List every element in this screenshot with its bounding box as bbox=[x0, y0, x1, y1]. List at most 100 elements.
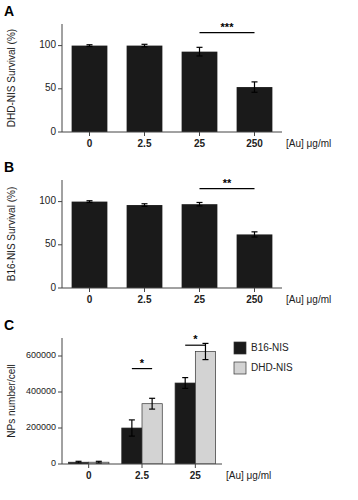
y-tick-label: 400000 bbox=[26, 386, 56, 396]
y-tick bbox=[58, 45, 62, 46]
x-tick-label: 25 bbox=[194, 138, 206, 149]
bar bbox=[175, 383, 195, 464]
x-tick bbox=[144, 288, 145, 292]
panel: 05010002.525250[Au] μg/mlB16-NIS Surviva… bbox=[4, 159, 331, 305]
error-cap bbox=[202, 343, 208, 344]
y-axis-line bbox=[62, 338, 63, 464]
error-cap bbox=[252, 236, 258, 237]
y-tick bbox=[58, 244, 62, 245]
error-bar bbox=[129, 420, 135, 436]
x-tick bbox=[89, 132, 90, 136]
error-cap bbox=[252, 92, 258, 93]
error-bar bbox=[197, 47, 203, 56]
bar bbox=[72, 46, 108, 132]
error-cap bbox=[142, 206, 148, 207]
error-cap bbox=[129, 436, 135, 437]
error-bar bbox=[182, 378, 188, 389]
y-axis-line bbox=[62, 180, 63, 288]
x-tick-label: 25 bbox=[190, 470, 202, 481]
x-tick bbox=[195, 464, 196, 468]
figure: 05010002.525250[Au] μg/mlDHD-NIS Surviva… bbox=[0, 0, 358, 500]
error-line bbox=[199, 47, 200, 56]
y-tick-label: 100 bbox=[39, 39, 56, 50]
x-tick-label: 2.5 bbox=[138, 138, 152, 149]
error-cap bbox=[87, 202, 93, 203]
error-cap bbox=[87, 200, 93, 201]
error-bar bbox=[87, 201, 93, 203]
x-tick bbox=[144, 132, 145, 136]
error-cap bbox=[197, 55, 203, 56]
x-tick bbox=[254, 288, 255, 292]
x-axis-label: [Au] μg/ml bbox=[286, 138, 331, 149]
error-bar bbox=[142, 204, 148, 207]
bar bbox=[195, 352, 215, 465]
y-tick-label: 50 bbox=[45, 82, 57, 93]
error-cap bbox=[197, 205, 203, 206]
panel-title: A bbox=[4, 3, 14, 19]
bars bbox=[72, 44, 273, 132]
x-axis-label: [Au] μg/ml bbox=[286, 294, 331, 305]
x-tick bbox=[88, 464, 89, 468]
error-cap bbox=[129, 419, 135, 420]
legend-swatch bbox=[234, 342, 246, 354]
error-bar bbox=[87, 45, 93, 47]
error-cap bbox=[182, 377, 188, 378]
y-tick-label: 0 bbox=[51, 458, 56, 468]
x-axis-line bbox=[62, 132, 282, 133]
y-tick-label: 0 bbox=[50, 126, 56, 137]
x-tick-label: 250 bbox=[246, 138, 263, 149]
error-line bbox=[152, 398, 153, 409]
bar bbox=[142, 404, 162, 464]
bar bbox=[237, 87, 273, 132]
x-tick-label: 2.5 bbox=[138, 294, 152, 305]
error-bar bbox=[142, 44, 148, 47]
error-bar bbox=[252, 232, 258, 237]
x-axis-label: [Au] μg/ml bbox=[226, 470, 271, 481]
error-cap bbox=[142, 44, 148, 45]
y-tick bbox=[58, 392, 62, 393]
error-cap bbox=[149, 398, 155, 399]
error-cap bbox=[149, 409, 155, 410]
error-cap bbox=[202, 359, 208, 360]
legend-label: DHD-NIS bbox=[251, 362, 293, 373]
error-line bbox=[205, 343, 206, 359]
bar bbox=[127, 205, 163, 288]
y-tick bbox=[58, 288, 62, 289]
error-cap bbox=[76, 461, 82, 462]
error-bar bbox=[96, 461, 102, 463]
error-cap bbox=[87, 46, 93, 47]
y-axis-label: B16-NIS Survival (%) bbox=[6, 187, 17, 281]
error-cap bbox=[197, 202, 203, 203]
bars bbox=[68, 343, 215, 464]
error-bar bbox=[197, 202, 203, 205]
error-cap bbox=[142, 46, 148, 47]
y-tick bbox=[58, 356, 62, 357]
panel: 020000040000060000002.525[Au] μg/mlNPs n… bbox=[4, 317, 293, 481]
error-bar bbox=[252, 82, 258, 92]
y-tick bbox=[58, 464, 62, 465]
x-axis-line bbox=[62, 288, 282, 289]
legend-label: B16-NIS bbox=[251, 342, 289, 353]
y-tick bbox=[58, 428, 62, 429]
error-cap bbox=[252, 81, 258, 82]
x-tick bbox=[89, 288, 90, 292]
y-tick bbox=[58, 201, 62, 202]
bar bbox=[182, 52, 218, 132]
x-tick-label: 2.5 bbox=[135, 470, 149, 481]
y-tick bbox=[58, 88, 62, 89]
x-tick bbox=[142, 464, 143, 468]
error-line bbox=[254, 232, 255, 237]
significance-label: *** bbox=[221, 21, 235, 33]
x-tick bbox=[199, 288, 200, 292]
significance-label: * bbox=[140, 357, 145, 369]
error-line bbox=[254, 82, 255, 92]
bar bbox=[127, 46, 163, 132]
x-tick-label: 0 bbox=[86, 470, 92, 481]
panel-title: C bbox=[4, 317, 14, 333]
x-tick-label: 25 bbox=[194, 294, 206, 305]
significance-label: * bbox=[193, 333, 198, 345]
y-axis-line bbox=[62, 24, 63, 132]
error-cap bbox=[197, 47, 203, 48]
y-tick-label: 0 bbox=[50, 282, 56, 293]
panel: 05010002.525250[Au] μg/mlDHD-NIS Surviva… bbox=[4, 3, 331, 149]
